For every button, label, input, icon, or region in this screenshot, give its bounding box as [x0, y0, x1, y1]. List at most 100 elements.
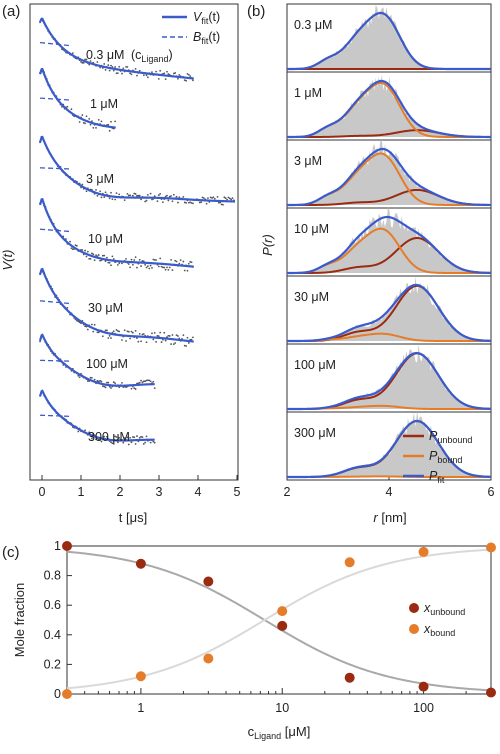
- panel-b: (b) P(r) r [nm] 2 4 6 0.3 μM 1 μM 3 μM 10 μM 30 μM…: [247, 3, 495, 525]
- data-point: [149, 441, 152, 444]
- data-point: [133, 259, 136, 261]
- data-distribution: [287, 4, 491, 70]
- data-point: [107, 64, 110, 66]
- x-axis-label: t [μs]: [119, 510, 147, 525]
- data-point: [121, 339, 123, 341]
- data-point: [101, 385, 104, 388]
- panel-c: (c) 0 0.2 0.4 0.6 0.8 1 1 10 100 Mole fraction cLig…: [2, 539, 496, 741]
- data-point: [168, 195, 171, 198]
- data-point: [134, 67, 137, 70]
- data-point: [127, 330, 130, 333]
- data-point: [89, 123, 92, 126]
- p-fit-line: [286, 11, 491, 71]
- data-point: [112, 330, 115, 333]
- fit-line: [38, 197, 194, 268]
- p-fit-line: [286, 283, 492, 343]
- data-point: [213, 197, 216, 200]
- data-point: [153, 387, 156, 390]
- data-point: [227, 196, 230, 199]
- data-point: [93, 323, 96, 326]
- p-fit-line: [286, 79, 492, 139]
- data-point: [107, 261, 110, 264]
- data-point: [103, 63, 106, 65]
- data-point: [190, 261, 193, 264]
- data-point: [148, 379, 151, 382]
- data-point: [126, 436, 129, 439]
- unbound-point: [277, 620, 288, 631]
- data-point: [97, 331, 100, 334]
- data-point: [107, 381, 110, 384]
- data-point: [202, 197, 205, 199]
- data-point: [136, 266, 138, 269]
- data-point: [172, 193, 175, 196]
- legend-label: xunbound: [423, 601, 465, 617]
- bound-point: [203, 653, 214, 664]
- data-point: [163, 266, 166, 269]
- data-point: [183, 201, 186, 204]
- data-point: [95, 126, 97, 129]
- unbound-point: [135, 558, 146, 569]
- data-point: [198, 201, 201, 204]
- data-point: [159, 192, 162, 195]
- data-point: [125, 65, 127, 68]
- row-label: 0.3 μM: [294, 18, 332, 32]
- x-tick-label: 100: [413, 701, 434, 715]
- data-point: [121, 72, 123, 75]
- data-point: [114, 198, 117, 201]
- data-point: [88, 257, 91, 260]
- y-tick-label: 0: [54, 687, 61, 701]
- data-point: [220, 203, 223, 206]
- data-point: [129, 72, 132, 75]
- bound-point: [418, 546, 429, 557]
- data-point: [99, 190, 102, 193]
- data-point: [104, 191, 107, 194]
- data-point: [192, 79, 194, 82]
- x-tick-label: 0: [39, 485, 46, 499]
- data-point: [88, 431, 91, 434]
- data-point: [152, 440, 155, 443]
- data-point: [86, 380, 89, 382]
- x-tick-label: 2: [284, 485, 291, 499]
- data-point: [106, 435, 108, 438]
- legend-label: Pfit: [429, 469, 445, 485]
- data-point: [187, 342, 190, 344]
- data-point: [145, 379, 148, 382]
- data-point: [71, 248, 74, 251]
- data-point: [138, 69, 141, 72]
- data-point: [84, 429, 86, 432]
- data-point: [107, 337, 110, 339]
- data-point: [155, 70, 157, 73]
- data-point: [116, 329, 119, 332]
- x-tick-label: 3: [156, 485, 163, 499]
- data-point: [133, 192, 136, 195]
- data-point: [115, 192, 118, 195]
- data-point: [166, 266, 168, 269]
- row-label: 300 μM: [294, 426, 336, 440]
- x-tick-label: 6: [488, 485, 495, 499]
- data-point: [178, 262, 181, 265]
- data-point: [140, 379, 142, 382]
- background-fit-line: [39, 300, 72, 305]
- data-point: [141, 260, 144, 262]
- data-point: [155, 259, 157, 261]
- data-point: [103, 254, 106, 257]
- data-point: [101, 335, 104, 338]
- ligand-annotation: (cLigand): [131, 48, 173, 64]
- data-point: [217, 201, 220, 204]
- data-point: [86, 328, 89, 331]
- data-point: [167, 269, 170, 271]
- data-point: [164, 268, 167, 271]
- data-point: [112, 381, 115, 384]
- data-point: [153, 331, 156, 334]
- data-point: [100, 196, 103, 199]
- panel-a: (a) 0 1 2 3 4 5 V(t) t [μs] Vfit(t) Bfit(t) 0.3 μM 1…: [0, 3, 241, 525]
- data-point: [167, 199, 170, 202]
- data-distribution: [287, 411, 491, 477]
- data-point: [167, 73, 170, 75]
- data-point: [129, 194, 132, 197]
- data-point: [125, 340, 127, 342]
- data-point: [81, 61, 84, 64]
- data-point: [182, 260, 185, 263]
- data-point: [106, 329, 108, 332]
